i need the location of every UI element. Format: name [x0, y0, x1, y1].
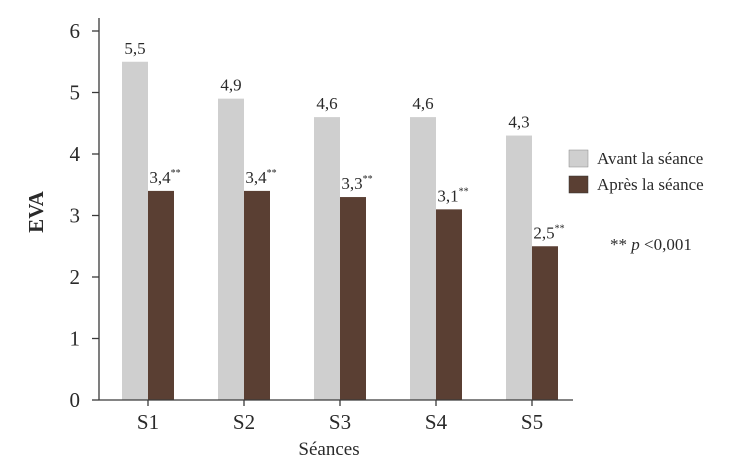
y-tick-label: 5 — [70, 81, 81, 105]
y-tick-label: 1 — [70, 327, 81, 351]
bar-apres-s1 — [148, 190, 174, 400]
significance-threshold: <0,001 — [644, 235, 692, 254]
data-label-avant-s2: 4,9 — [220, 76, 241, 95]
x-category-label-s5: S5 — [521, 410, 543, 434]
x-category-label-s1: S1 — [137, 410, 159, 434]
data-label-avant-s3: 4,6 — [316, 94, 337, 113]
legend: Avant la séance Après la séance — [568, 149, 704, 194]
bar-apres-s3 — [340, 197, 366, 400]
y-tick-label: 2 — [70, 265, 81, 289]
significance-p: p — [630, 235, 640, 254]
data-label-avant-s1: 5,5 — [124, 39, 145, 58]
bar-avant-s5 — [506, 135, 532, 401]
bar-apres-s4 — [436, 209, 462, 400]
data-label-avant-s4: 4,6 — [412, 94, 433, 113]
data-label-apres-s5: 2,5** — [533, 223, 564, 242]
bar-apres-s5 — [532, 246, 558, 400]
significance-note: ** p <0,001 — [610, 235, 692, 254]
x-category-label-s4: S4 — [425, 410, 448, 434]
y-tick-label: 4 — [70, 142, 81, 166]
y-tick-label: 6 — [70, 19, 81, 43]
x-category-label-s2: S2 — [233, 410, 255, 434]
x-category-label-s3: S3 — [329, 410, 351, 434]
y-axis-title: EVA — [24, 190, 48, 232]
bar-avant-s4 — [410, 117, 436, 400]
legend-swatch-apres — [568, 175, 589, 194]
legend-label-apres: Après la séance — [597, 175, 704, 194]
legend-label-avant: Avant la séance — [597, 149, 703, 168]
y-tick-label: 0 — [70, 388, 81, 412]
data-label-avant-s5: 4,3 — [508, 113, 529, 132]
data-labels-group: 5,5 3,4** 4,9 3,4** 4,6 3,3** 4,6 3,1** 4,3 2,5** — [124, 39, 564, 243]
data-label-apres-s3: 3,3** — [341, 174, 372, 193]
data-label-apres-s2: 3,4** — [245, 168, 276, 187]
bar-avant-s2 — [218, 98, 244, 401]
data-label-apres-s4: 3,1** — [437, 186, 468, 205]
y-tick-label: 3 — [70, 204, 81, 228]
bar-avant-s1 — [122, 61, 148, 400]
x-axis-title: Séances — [298, 439, 359, 460]
legend-swatch-avant — [568, 149, 589, 168]
significance-stars: ** — [610, 235, 627, 254]
bar-avant-s3 — [314, 117, 340, 400]
bar-apres-s2 — [244, 190, 270, 400]
bars-group — [122, 61, 558, 401]
axes-group — [98, 18, 573, 401]
data-label-apres-s1: 3,4** — [149, 168, 180, 187]
x-categories-group: S1 S2 S3 S4 S5 — [137, 400, 543, 434]
y-ticks-group: 0 1 2 3 4 5 6 — [70, 19, 99, 412]
